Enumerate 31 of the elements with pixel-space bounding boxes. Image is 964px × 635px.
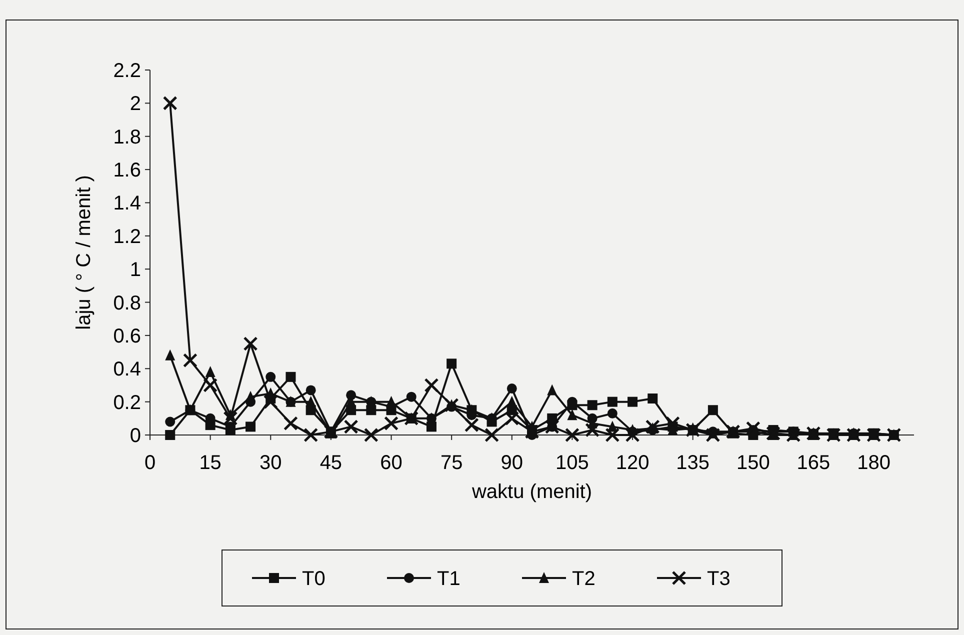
x-tick-label: 60 [380, 452, 402, 474]
x-axis-title: waktu (menit) [470, 481, 592, 503]
legend-label: T1 [437, 568, 460, 590]
y-tick-label: 0.6 [113, 325, 141, 348]
legend-label: T3 [707, 568, 730, 590]
x-tick-label: 120 [616, 452, 650, 474]
y-tick-label: 1.6 [113, 160, 141, 182]
legend-label: T0 [302, 568, 326, 590]
x-tick-label: 15 [199, 452, 222, 474]
x-tick-label: 150 [736, 452, 770, 474]
y-tick-label: 0.4 [113, 358, 141, 381]
y-tick-label: 1.8 [113, 126, 141, 148]
x-tick-label: 0 [144, 452, 156, 474]
legend-label: T2 [572, 568, 596, 590]
x-tick-label: 30 [260, 452, 282, 474]
x-tick-label: 180 [857, 452, 890, 474]
x-tick-label: 135 [676, 452, 710, 474]
y-tick-label: 0 [130, 425, 141, 447]
x-tick-label: 75 [440, 452, 463, 474]
y-tick-label: 0.8 [113, 292, 141, 314]
y-tick-label: 2 [130, 93, 141, 116]
y-tick-label: 2.2 [113, 60, 141, 82]
x-tick-label: 105 [556, 452, 589, 474]
y-tick-label: 1.2 [113, 226, 141, 248]
y-tick-label: 0.2 [113, 392, 141, 414]
x-tick-label: 90 [500, 452, 524, 474]
x-tick-label: 45 [320, 452, 342, 474]
y-tick-label: 1 [130, 259, 141, 282]
x-tick-label: 165 [796, 452, 830, 474]
y-tick-label: 1.4 [113, 192, 141, 215]
y-axis-title: laju ( ° C / menit ) [73, 175, 95, 330]
